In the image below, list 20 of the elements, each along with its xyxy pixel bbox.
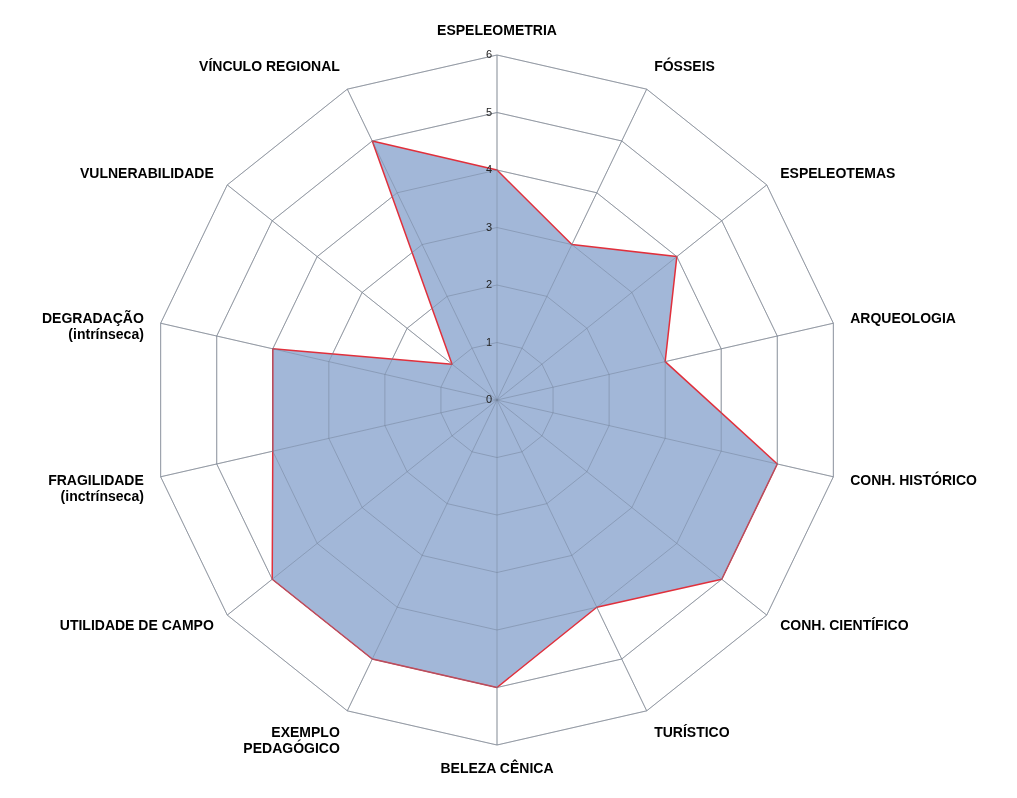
y-tick-label: 6 [485,48,492,60]
spoke-label: DEGRADAÇÃO (intrínseca) [41,309,144,343]
spoke-label: CONH. CIENTÍFICO [780,616,909,633]
spoke-label: TURÍSTICO [654,724,730,741]
spoke-label: FRAGILIDADE (inctrínseca) [48,471,144,504]
spoke-label: VÍNCULO REGIONAL [199,57,341,74]
spoke-label: FÓSSEIS [654,56,715,74]
spoke-label: UTILIDADE DE CAMPO [59,616,214,633]
y-tick-label: 2 [485,278,492,290]
spoke-label: ESPELEOTEMAS [780,165,896,182]
y-tick-label: 3 [485,220,492,233]
y-tick-label: 0 [485,393,492,405]
spoke-label: ARQUEOLOGIA [850,310,956,327]
spoke-label: BELEZA CÊNICA [440,759,554,777]
spoke-label: EXEMPLO PEDAGÓGICO [243,724,340,757]
spoke-label: ESPELEOMETRIA [437,21,557,38]
spoke-label: VULNERABILIDADE [80,165,214,182]
spoke-label: CONH. HISTÓRICO [850,470,978,488]
y-tick-label: 5 [485,105,492,118]
y-tick-label: 1 [485,335,492,348]
